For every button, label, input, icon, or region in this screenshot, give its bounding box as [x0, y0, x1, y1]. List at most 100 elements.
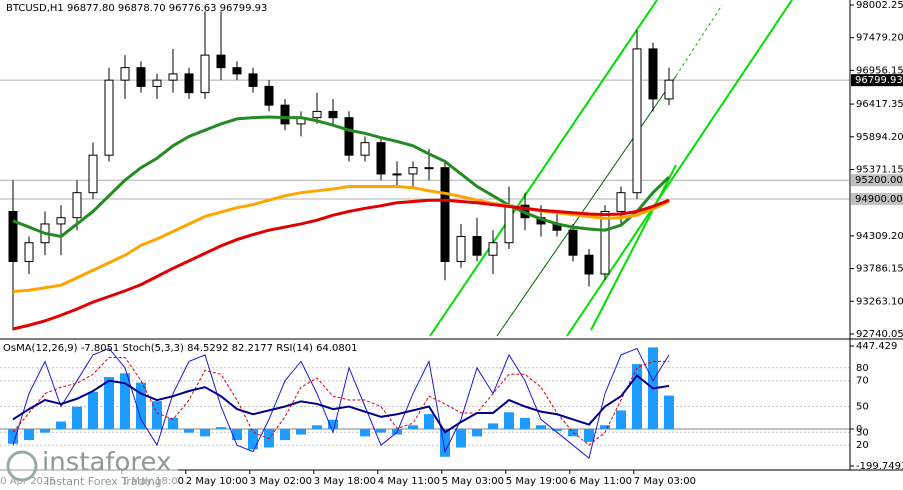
candle-body: [72, 192, 82, 219]
candle-body: [664, 79, 674, 100]
candle-body: [136, 67, 146, 87]
y-tick-label: 97479.20: [856, 33, 903, 44]
watermark: instaforex Instant Forex Trading: [0, 448, 178, 490]
histogram-bar: [216, 427, 226, 429]
y2-tick-label: 80: [856, 363, 869, 374]
x-tick-label: 4 May 11:00: [378, 476, 440, 487]
y-tick-label: 96956.15: [856, 65, 903, 76]
price-level-label: 96799.93: [855, 75, 903, 86]
x-tick-label: 7 May 03:00: [634, 476, 696, 487]
candle-body: [568, 229, 578, 256]
histogram-bar: [504, 412, 514, 429]
histogram-bar: [120, 373, 130, 429]
price-level-box: [851, 74, 903, 87]
candle-body: [360, 142, 370, 156]
candle-body: [184, 73, 194, 94]
y-tick-label: 94309.20: [856, 231, 903, 242]
candle-body: [168, 73, 178, 81]
price-level-label: 94900.00: [855, 194, 903, 205]
trend-line: [675, 4, 723, 77]
histogram-bar: [40, 428, 50, 433]
candle-body: [376, 142, 386, 175]
y-tick-label: -199.7491: [856, 461, 903, 472]
candle-body: [456, 235, 466, 262]
histogram-bar: [376, 428, 386, 433]
x-tick-label: 3 May 18:00: [314, 476, 376, 487]
histogram-bar: [520, 417, 530, 429]
y-tick-label: 92740.05: [856, 329, 903, 340]
candle-body: [56, 217, 66, 225]
candle-body: [392, 173, 402, 176]
candle-body: [152, 79, 162, 87]
histogram-bar: [424, 414, 434, 429]
histogram-bar: [616, 410, 626, 429]
candle-body: [408, 167, 418, 175]
candle-body: [216, 54, 226, 69]
histogram-bar: [104, 377, 114, 429]
histogram-bar: [552, 428, 562, 431]
y2-tick-label: 70: [856, 376, 869, 387]
y-tick-label: 0: [856, 424, 862, 435]
candle-body: [200, 54, 210, 94]
candle-body: [504, 204, 514, 244]
histogram-bar: [168, 417, 178, 429]
candle-body: [280, 104, 290, 125]
candle-body: [600, 210, 610, 275]
histogram-bar: [296, 428, 306, 435]
candle-body: [232, 67, 242, 75]
candle-body: [88, 154, 98, 194]
y-tick-label: 93263.10: [856, 296, 903, 307]
histogram-bar: [600, 425, 610, 429]
moving-average: [12, 198, 670, 331]
y2-tick-label: 50: [856, 402, 869, 413]
histogram-bar: [536, 425, 546, 429]
candle-body: [648, 48, 658, 100]
histogram-bar: [184, 428, 194, 433]
candle-body: [584, 254, 594, 275]
candle-body: [424, 167, 434, 170]
histogram-bar: [360, 428, 370, 437]
watermark-brand: instaforex: [42, 448, 171, 478]
histogram-bar: [248, 428, 258, 450]
y-tick-label: 95371.15: [856, 164, 903, 175]
histogram-bar: [632, 364, 642, 429]
price-level-label: 95200.00: [855, 175, 903, 186]
candle-body: [632, 48, 642, 194]
histogram-bar: [568, 428, 578, 437]
x-tick-label: 5 May 19:00: [506, 476, 568, 487]
histogram-bar: [88, 391, 98, 429]
histogram-bar: [136, 382, 146, 429]
channel-line: [429, 0, 658, 337]
candle-body: [104, 79, 114, 156]
histogram-bar: [328, 419, 338, 429]
watermark-logo: [6, 450, 38, 482]
x-tick-label: 6 May 11:00: [570, 476, 632, 487]
chart-title: BTCUSD,H1 96877.80 96878.70 96776.63 967…: [6, 3, 267, 14]
trend-line: [496, 75, 677, 337]
candle-body: [440, 167, 450, 262]
histogram-bar: [584, 428, 594, 442]
y-tick-label: 447.429: [856, 341, 897, 352]
candle-body: [248, 73, 258, 87]
histogram-bar: [440, 428, 450, 457]
watermark-tagline: Instant Forex Trading: [46, 475, 162, 488]
y-tick-label: 95894.20: [856, 132, 903, 143]
histogram-bar: [232, 428, 242, 441]
histogram-bar: [456, 428, 466, 448]
x-tick-label: 2 May 10:00: [186, 476, 248, 487]
candle-body: [616, 192, 626, 212]
y-tick-label: 98002.25: [856, 0, 903, 11]
candle-body: [120, 67, 130, 81]
x-tick-label: 5 May 03:00: [442, 476, 504, 487]
histogram-bar: [280, 428, 290, 441]
moving-average: [12, 115, 671, 239]
candle-body: [344, 117, 354, 156]
candle-body: [8, 210, 18, 262]
candle-body: [24, 242, 34, 262]
histogram-bar: [56, 421, 66, 429]
indicator-title: OsMA(12,26,9) -7.8051 Stoch(5,3,3) 84.52…: [3, 343, 358, 354]
indicator-line: [12, 347, 670, 459]
candle-body: [264, 85, 274, 106]
